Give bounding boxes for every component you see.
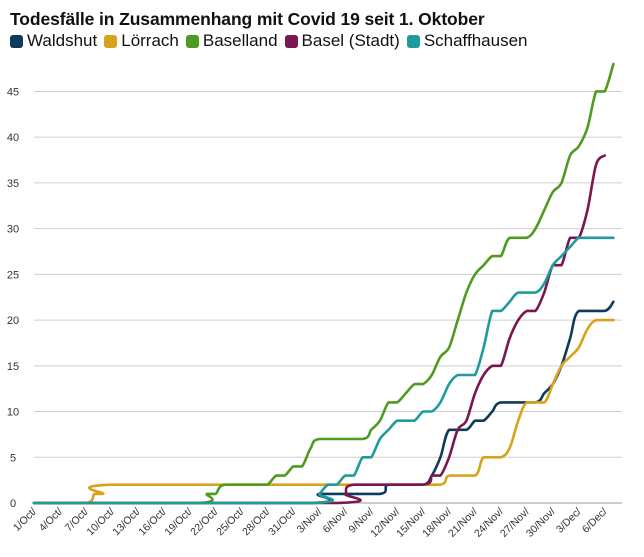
legend-swatch-schaffhausen	[406, 34, 420, 48]
y-tick-label: 0	[10, 498, 16, 510]
y-tick-label: 20	[7, 315, 19, 327]
series-line-loerrach	[32, 318, 615, 505]
x-tick-label: 6/Nov/	[320, 506, 350, 536]
x-tick-label: 22/Oct/	[188, 506, 220, 538]
series-line-basel-stadt	[32, 154, 606, 505]
legend-label-basel-stadt: Basel (Stadt)	[301, 31, 400, 50]
legend-item-waldshut[interactable]: Waldshut	[10, 31, 97, 51]
legend-swatch-waldshut	[10, 34, 23, 48]
chart-title: Todesfälle in Zusammenhang mit Covid 19 …	[10, 9, 485, 29]
legend-item-baselland[interactable]: Baselland	[185, 31, 278, 51]
x-tick-label: 19/Oct/	[162, 506, 194, 538]
x-tick-label: 10/Oct/	[85, 506, 117, 538]
y-tick-label: 5	[10, 452, 16, 464]
grid-layer	[34, 90, 622, 504]
legend-label-loerrach: Lörrach	[121, 31, 179, 50]
x-tick-label: 3/Nov/	[295, 506, 325, 536]
x-tick-label: 3/Dec/	[554, 506, 584, 536]
y-tick-label: 40	[7, 132, 19, 144]
legend-label-baselland: Baselland	[202, 31, 278, 50]
x-tick-label: 6/Dec/	[580, 506, 610, 536]
y-tick-label: 30	[7, 224, 19, 236]
series-line-waldshut	[32, 300, 615, 505]
chart-legend: Waldshut Lörrach Baselland Basel (Stadt)…	[10, 31, 534, 51]
y-tick-label: 35	[7, 178, 19, 190]
y-tick-label: 25	[7, 269, 19, 281]
series-layer	[32, 62, 615, 505]
x-tick-label: 4/Oct/	[37, 506, 65, 534]
legend-swatch-loerrach	[104, 34, 118, 48]
legend-item-basel-stadt[interactable]: Basel (Stadt)	[284, 31, 400, 51]
x-axis-tick-labels: 1/Oct/4/Oct/7/Oct/10/Oct/13/Oct/16/Oct/1…	[11, 506, 610, 540]
x-tick-label: 31/Oct/	[266, 506, 298, 538]
legend-swatch-basel-stadt	[284, 34, 298, 48]
y-tick-label: 45	[7, 86, 19, 98]
series-line-schaffhausen	[32, 236, 615, 505]
legend-item-loerrach[interactable]: Lörrach	[104, 31, 179, 51]
series-line-baselland	[32, 62, 615, 505]
x-tick-label: 16/Oct/	[136, 506, 168, 538]
legend-label-waldshut: Waldshut	[27, 31, 98, 50]
y-axis-tick-labels: 0 5 10 15 20 25 30 35 40 45	[7, 86, 19, 510]
legend-item-schaffhausen[interactable]: Schaffhausen	[406, 31, 528, 51]
y-tick-label: 10	[7, 407, 19, 419]
x-tick-label: 25/Oct/	[214, 506, 246, 538]
x-tick-label: 30/Nov/	[524, 506, 558, 540]
legend-swatch-baselland	[185, 34, 199, 48]
y-tick-label: 15	[7, 361, 19, 373]
x-tick-label: 28/Oct/	[240, 506, 272, 538]
x-tick-label: 13/Oct/	[110, 506, 142, 538]
legend-label-schaffhausen: Schaffhausen	[423, 31, 528, 50]
